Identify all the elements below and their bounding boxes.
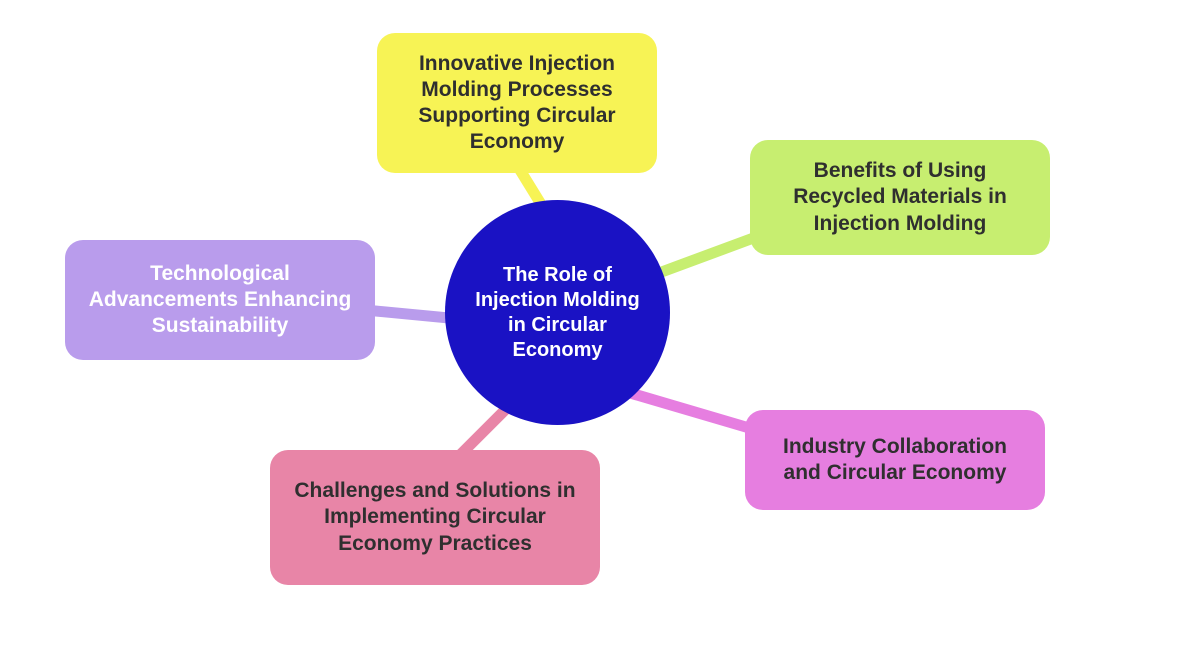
- node-benefits-label: Benefits of Using Recycled Materials in …: [772, 158, 1028, 237]
- center-node: The Role of Injection Molding in Circula…: [445, 200, 670, 425]
- node-innovative-label: Innovative Injection Molding Processes S…: [399, 51, 635, 156]
- node-tech-label: Technological Advancements Enhancing Sus…: [87, 261, 353, 340]
- node-industry: Industry Collaboration and Circular Econ…: [745, 410, 1045, 510]
- mindmap-canvas: Innovative Injection Molding Processes S…: [0, 0, 1200, 658]
- node-tech: Technological Advancements Enhancing Sus…: [65, 240, 375, 360]
- center-node-label: The Role of Injection Molding in Circula…: [467, 263, 648, 363]
- node-benefits: Benefits of Using Recycled Materials in …: [750, 140, 1050, 255]
- node-industry-label: Industry Collaboration and Circular Econ…: [767, 434, 1023, 487]
- node-challenges-label: Challenges and Solutions in Implementing…: [292, 478, 578, 557]
- node-challenges: Challenges and Solutions in Implementing…: [270, 450, 600, 585]
- node-innovative: Innovative Injection Molding Processes S…: [377, 33, 657, 173]
